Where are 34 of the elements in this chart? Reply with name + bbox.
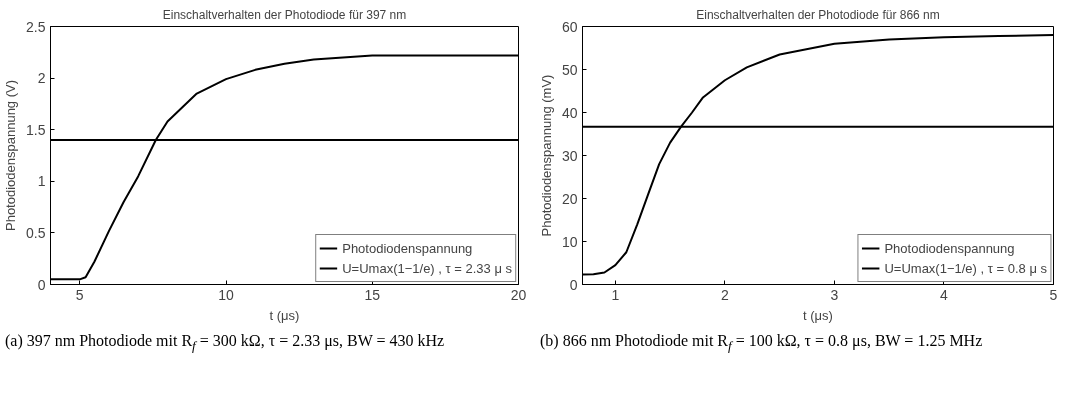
y-tick-label: 60 [561,18,578,35]
y-tick-label: 0 [37,276,46,293]
legend-label: U=Umax(1−1/e) , τ = 0.8 μ s [884,260,1047,276]
x-tick-label: 3 [830,286,839,303]
y-tick-label: 1 [37,173,46,190]
x-tick-label: 20 [510,286,527,303]
y-tick-label: 10 [561,233,578,250]
legend-label: U=Umax(1−1/e) , τ = 2.33 μ s [342,260,512,276]
x-tick-label: 1 [611,286,620,303]
legend-label: Photodiodenspannung [342,240,473,256]
x-tick-label: 4 [940,286,949,303]
y-axis-title: Photodiodenspannung (V) [3,79,19,232]
legend-label: Photodiodenspannung [884,240,1015,256]
x-axis-title: t (μs) [269,307,300,323]
y-tick-label: 0.5 [26,224,46,241]
x-tick-label: 2 [721,286,729,303]
y-tick-label: 2.5 [26,18,46,35]
x-tick-label: 10 [218,286,234,303]
x-tick-label: 5 [75,286,84,303]
x-tick-label: 15 [364,286,381,303]
y-tick-label: 0 [569,276,578,293]
y-tick-label: 1.5 [26,121,46,138]
text: (b) 866 nm Photodiode mit R$_{f}$ = 100 kΩ, τ = 0.8 μs, BW = 1.25 MHz [540,331,983,356]
y-tick-label: 50 [561,61,578,78]
y-tick-label: 30 [561,147,578,164]
y-tick-label: 40 [561,104,578,121]
x-tick-label: 5 [1049,286,1058,303]
chart-title: Einschaltverhalten der Photodiode für 397 nm [162,7,407,22]
text: (a) 397 nm Photodiode mit R$_{f}$ = 300 kΩ, τ = 2.33 μs, BW = 430 kHz [5,331,445,356]
y-axis-title: Photodiodenspannung (mV) [538,74,554,237]
y-tick-label: 2 [37,70,46,87]
x-axis-title: t (μs) [803,307,833,323]
chart-title: Einschaltverhalten der Photodiode für 866 nm [696,7,940,22]
y-tick-label: 20 [561,190,578,207]
